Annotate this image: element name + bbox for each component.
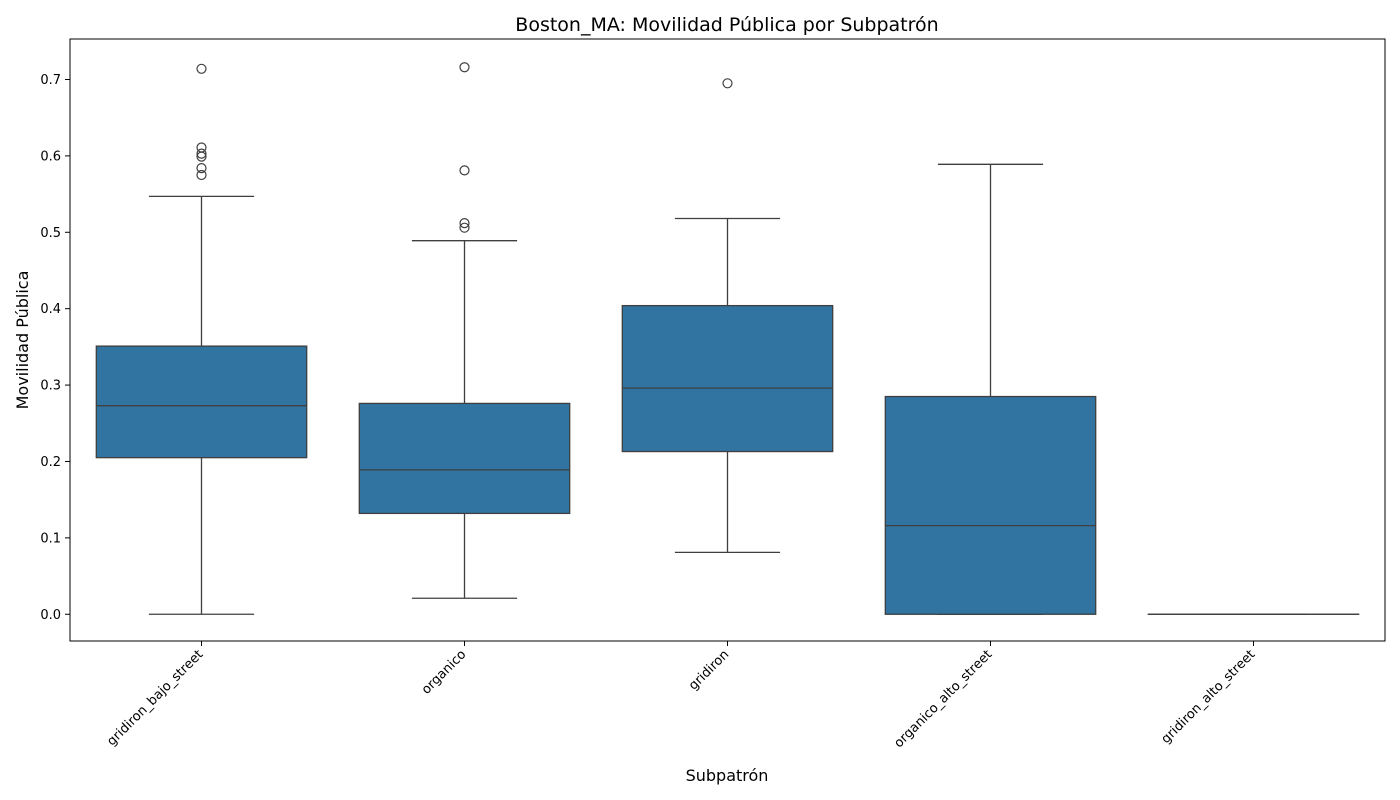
outlier-point [196, 63, 207, 74]
box-iqr [884, 395, 1097, 615]
box-group [884, 163, 1097, 615]
plot-area: 0.0 0.1 0.2 0.3 0.4 0.5 0.6 0.7 gridiron_bajo_st… [40, 38, 1386, 751]
outlier-point [196, 169, 207, 181]
outlier-point [459, 218, 470, 229]
y-tick-label: 0.6 [40, 149, 61, 164]
y-tick-label: 0.0 [40, 608, 61, 623]
x-tick-label: gridiron [686, 647, 732, 693]
outlier-point [196, 148, 207, 159]
y-tick-label: 0.7 [40, 73, 61, 88]
box-group [621, 78, 834, 554]
outlier-point [459, 222, 470, 233]
x-axis-title: Subpatrón [686, 766, 769, 785]
outlier-point [459, 165, 470, 176]
outlier-point [722, 78, 733, 89]
outlier-point [459, 62, 470, 73]
y-tick-label: 0.4 [40, 302, 61, 317]
outlier-point [196, 163, 207, 174]
y-tick-label: 0.1 [40, 531, 61, 546]
chart-title: Boston_MA: Movilidad Pública por Subpatr… [515, 14, 938, 36]
y-tick-label: 0.5 [40, 226, 61, 241]
box-iqr [95, 345, 308, 459]
x-tick-label: gridiron_alto_street [1159, 647, 1259, 747]
x-tick-label: organico_alto_street [891, 647, 995, 751]
y-tick-label: 0.3 [40, 379, 61, 394]
x-tick-label: organico [419, 647, 469, 697]
box-iqr [621, 304, 834, 453]
box-iqr [358, 402, 571, 515]
y-tick-label: 0.2 [40, 455, 61, 470]
x-tick-label: gridiron_bajo_street [104, 647, 206, 749]
box-group [95, 63, 308, 615]
box-group [358, 62, 571, 599]
y-axis-title: Movilidad Pública [13, 271, 32, 410]
outlier-point [196, 151, 207, 162]
